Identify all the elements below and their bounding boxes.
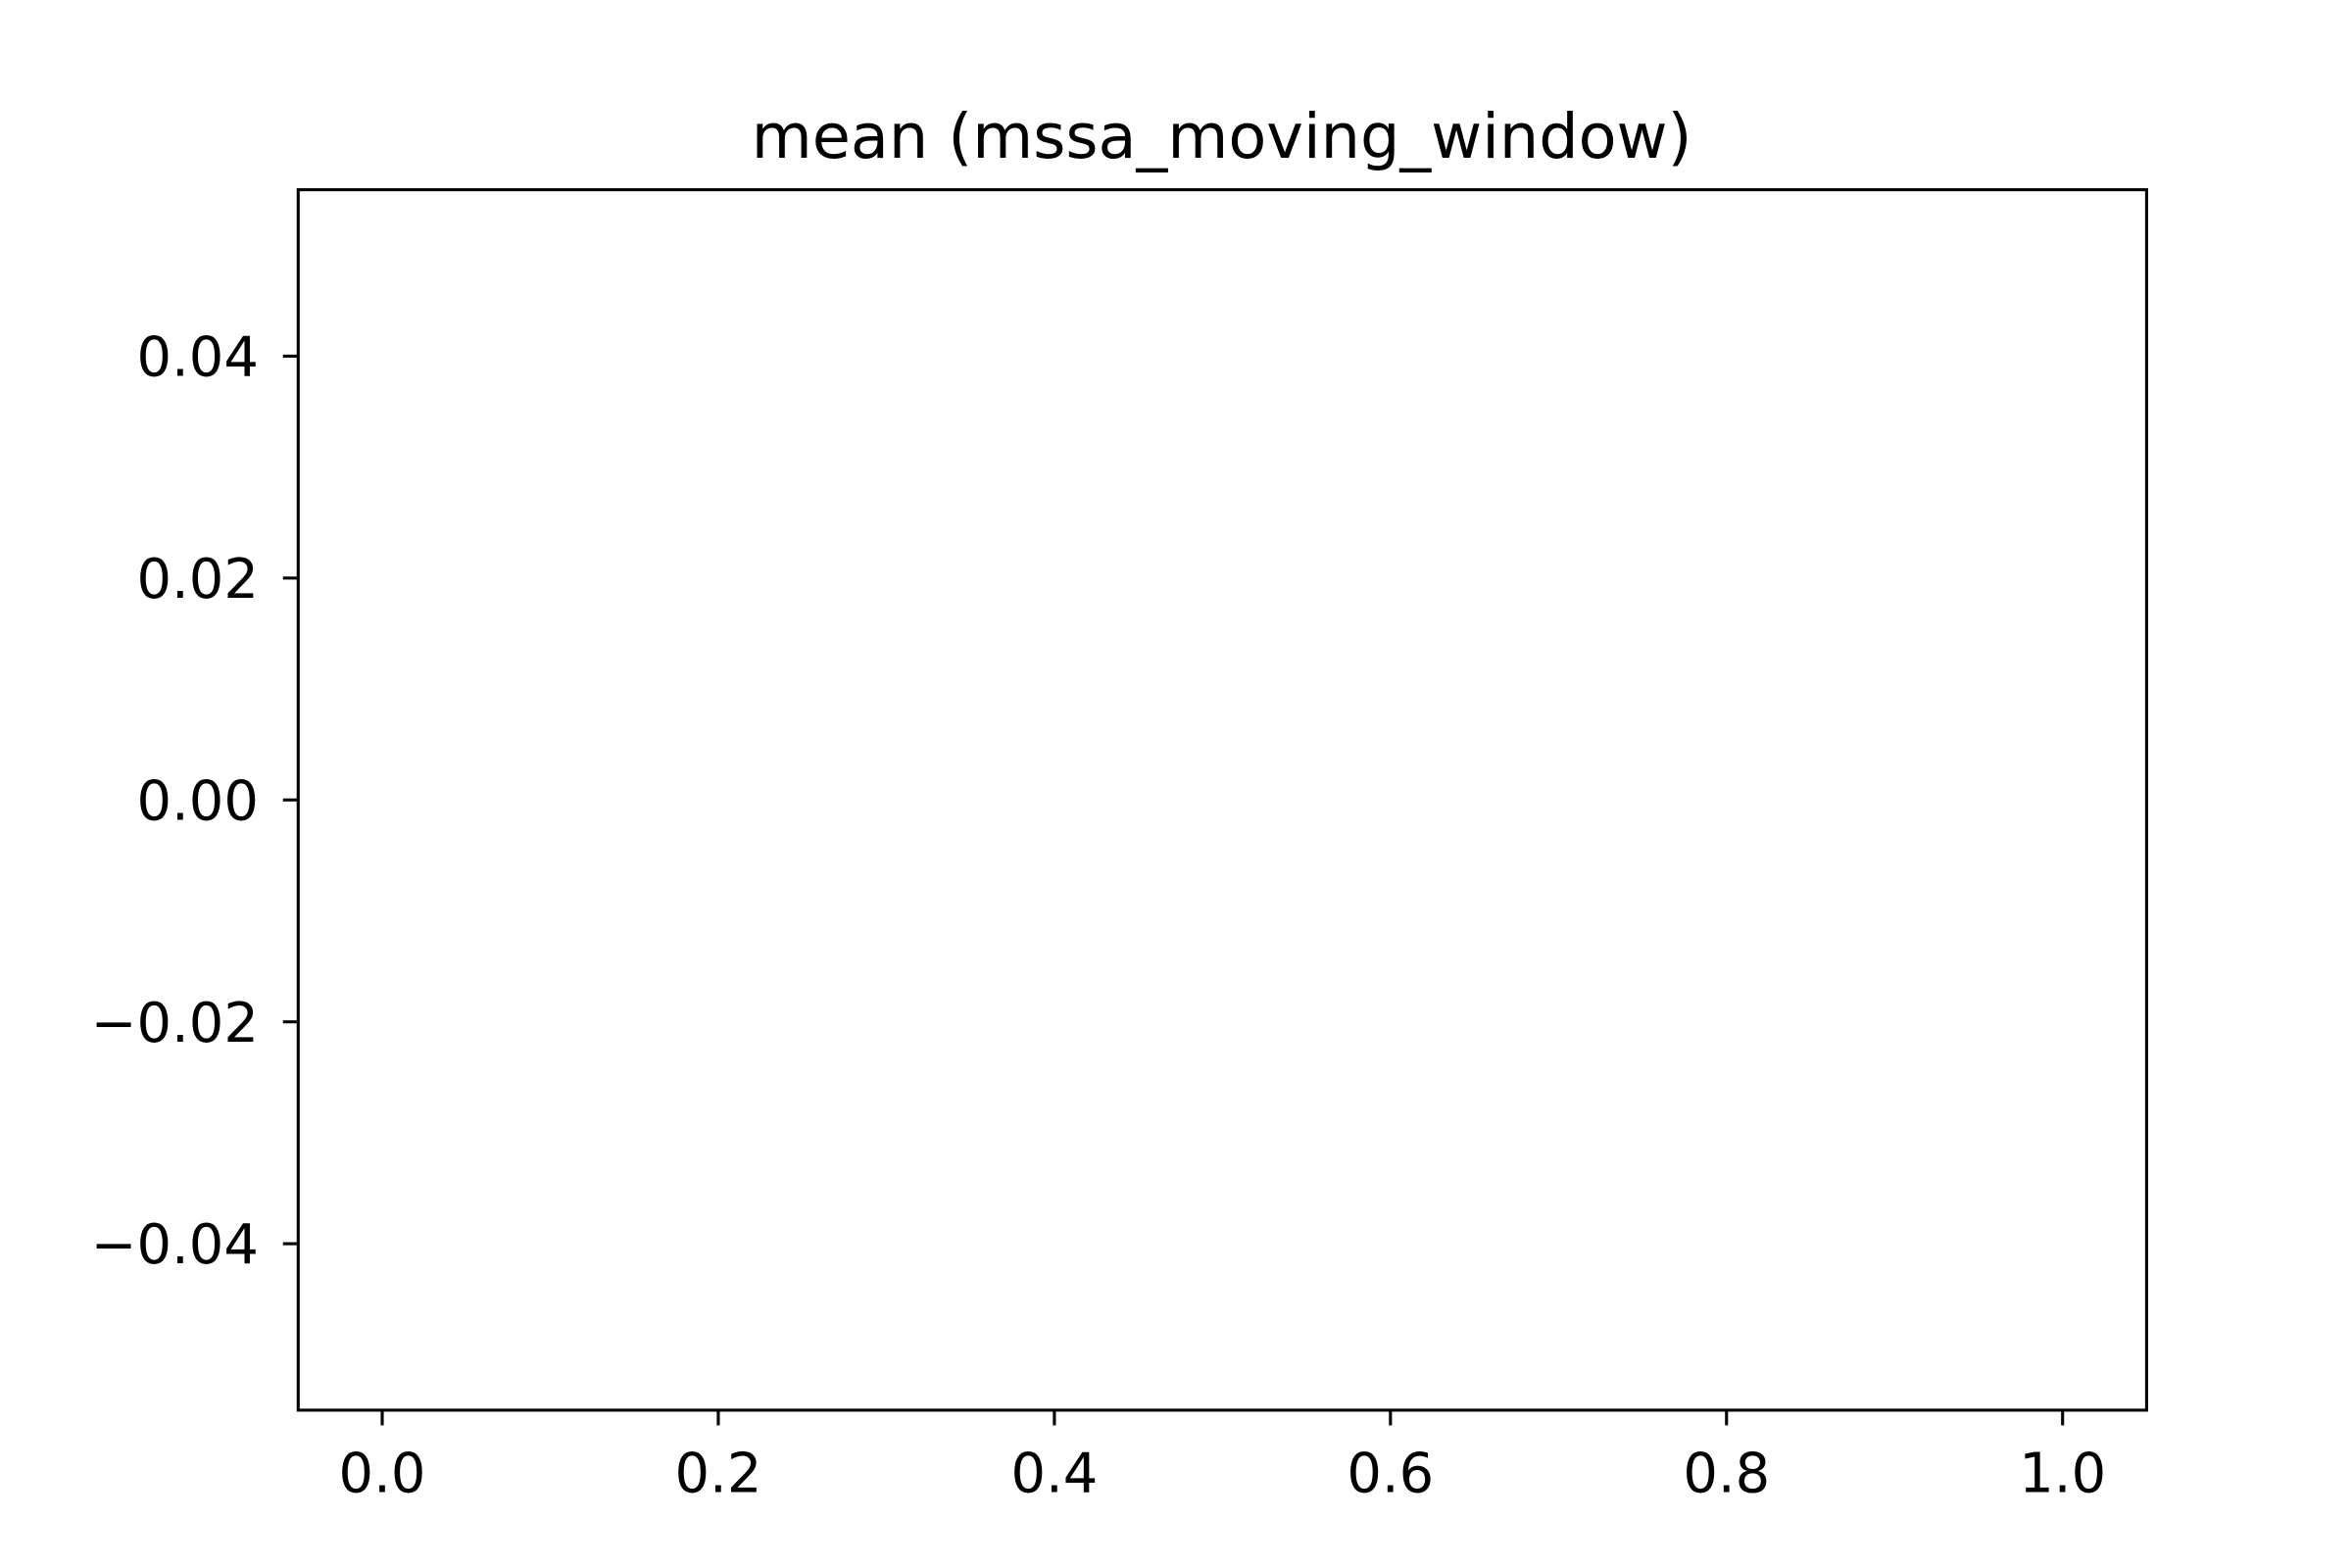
- y-tick-label: −0.02: [91, 992, 259, 1055]
- x-tick-label: 0.0: [339, 1443, 426, 1506]
- y-axis: 0.04 0.02 0.00 −0.02 −0.04: [91, 326, 299, 1277]
- x-tick-label: 0.4: [1010, 1443, 1098, 1506]
- x-tick-label: 1.0: [2019, 1443, 2106, 1506]
- y-tick-label: −0.04: [91, 1213, 259, 1277]
- y-tick-label: 0.04: [136, 326, 258, 390]
- x-tick-label: 0.2: [675, 1443, 762, 1506]
- x-tick-label: 0.8: [1683, 1443, 1770, 1506]
- plot-area-frame: [296, 188, 2148, 1412]
- x-axis: 0.0 0.2 0.4 0.6 0.8 1.0: [339, 1409, 2106, 1506]
- x-tick-label: 0.6: [1347, 1443, 1434, 1506]
- y-tick-label: 0.00: [136, 769, 258, 833]
- y-tick-label: 0.02: [136, 548, 258, 612]
- chart-title: mean (mssa_moving_window): [752, 100, 1692, 172]
